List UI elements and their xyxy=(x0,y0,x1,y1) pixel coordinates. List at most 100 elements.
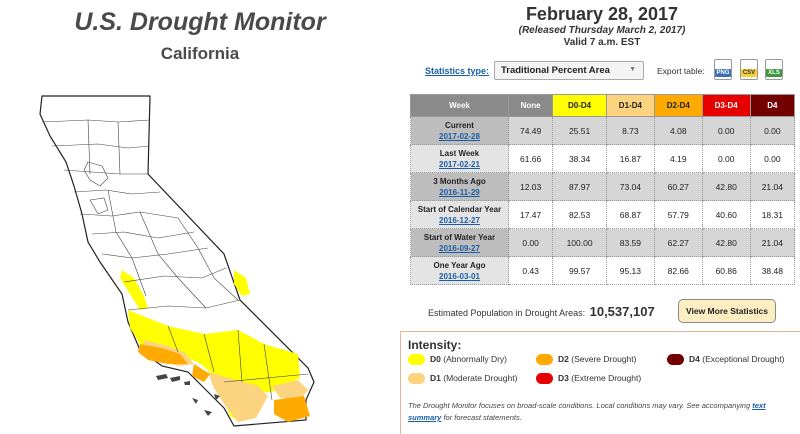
value-cell: 17.47 xyxy=(507,200,554,229)
legend-title: Intensity: xyxy=(408,338,462,352)
week-label: Last Week xyxy=(439,148,480,158)
value-cell: 38.48 xyxy=(749,256,796,285)
header-d1-d4: D1-D4 xyxy=(605,94,655,117)
table-row: Start of Calendar Year 2016-12-27 17.47 82.… xyxy=(410,200,796,229)
valid-time: Valid 7 a.m. EST xyxy=(563,37,641,48)
week-label: Current xyxy=(445,120,474,130)
value-cell: 99.57 xyxy=(552,256,607,285)
value-cell: 18.31 xyxy=(749,200,796,229)
statistics-type-select[interactable]: Traditional Percent Area ▼ xyxy=(494,61,644,80)
value-cell: 0.00 xyxy=(749,144,796,173)
value-cell: 25.51 xyxy=(552,116,607,145)
table-header-row: Week None D0-D4 D1-D4 D2-D4 D3-D4 D4 xyxy=(410,94,796,117)
text-summary-link[interactable]: text summary xyxy=(408,401,766,422)
value-cell: 61.66 xyxy=(507,144,554,173)
export-png-button[interactable]: PNG xyxy=(714,59,732,80)
week-cell: Start of Water Year 2016-09-27 xyxy=(410,228,509,257)
d0-swatch-icon xyxy=(408,354,425,366)
value-cell: 73.04 xyxy=(605,172,655,201)
legend-item-d1: D1 (Moderate Drought) xyxy=(408,373,517,385)
page-title: U.S. Drought Monitor xyxy=(74,8,326,36)
header-d3-d4: D3-D4 xyxy=(701,94,751,117)
legend-item-d4: D4 (Exceptional Drought) xyxy=(667,354,784,366)
value-cell: 82.66 xyxy=(653,256,703,285)
csv-file-icon: CSV xyxy=(741,69,757,77)
value-cell: 0.43 xyxy=(507,256,554,285)
report-date: February 28, 2017 xyxy=(525,4,679,24)
header-d2-d4: D2-D4 xyxy=(653,94,703,117)
table-row: Start of Water Year 2016-09-27 0.00 100.00 8… xyxy=(410,228,796,257)
d4-swatch-icon xyxy=(667,354,684,366)
population-label: Estimated Population in Drought Areas: xyxy=(428,308,586,318)
value-cell: 16.87 xyxy=(605,144,655,173)
d2-swatch-icon xyxy=(536,354,553,366)
value-cell: 40.60 xyxy=(701,200,751,229)
value-cell: 87.97 xyxy=(552,172,607,201)
value-cell: 0.00 xyxy=(701,144,751,173)
week-date-link[interactable]: 2017-02-28 xyxy=(439,131,480,141)
week-date-link[interactable]: 2016-12-27 xyxy=(439,215,480,225)
png-file-icon: PNG xyxy=(715,69,731,77)
value-cell: 95.13 xyxy=(605,256,655,285)
header-none: None xyxy=(507,94,554,117)
value-cell: 4.19 xyxy=(653,144,703,173)
value-cell: 57.79 xyxy=(653,200,703,229)
d3-swatch-icon xyxy=(536,373,553,385)
value-cell: 68.87 xyxy=(605,200,655,229)
week-date-link[interactable]: 2016-09-27 xyxy=(439,243,480,253)
week-label: 3 Months Ago xyxy=(433,176,486,186)
chevron-down-icon: ▼ xyxy=(629,66,636,73)
value-cell: 74.49 xyxy=(507,116,554,145)
value-cell: 8.73 xyxy=(605,116,655,145)
channel-islands xyxy=(156,374,220,416)
value-cell: 60.86 xyxy=(701,256,751,285)
d2-area xyxy=(138,344,310,422)
week-date-link[interactable]: 2017-02-21 xyxy=(439,159,480,169)
drought-statistics-table: Week None D0-D4 D1-D4 D2-D4 D3-D4 D4 Cur… xyxy=(410,94,796,285)
value-cell: 42.80 xyxy=(701,228,751,257)
region-title: California xyxy=(160,44,240,63)
statistics-type-value: Traditional Percent Area xyxy=(501,65,610,76)
week-date-link[interactable]: 2016-03-01 xyxy=(439,271,480,281)
population-value: 10,537,107 xyxy=(589,304,655,319)
value-cell: 0.00 xyxy=(507,228,554,257)
intensity-legend: Intensity: D0 (Abnormally Dry) D1 (Moder… xyxy=(400,331,800,434)
week-cell: Current 2017-02-28 xyxy=(410,116,509,145)
header-d0-d4: D0-D4 xyxy=(552,94,607,117)
week-cell: 3 Months Ago 2016-11-29 xyxy=(410,172,509,201)
value-cell: 100.00 xyxy=(552,228,607,257)
value-cell: 42.80 xyxy=(701,172,751,201)
xls-file-icon: XLS xyxy=(766,69,782,77)
county-lines xyxy=(41,119,309,401)
export-xls-button[interactable]: XLS xyxy=(765,59,783,80)
export-csv-button[interactable]: CSV xyxy=(740,59,758,80)
legend-item-d3: D3 (Extreme Drought) xyxy=(536,373,641,385)
value-cell: 0.00 xyxy=(749,116,796,145)
legend-item-d0: D0 (Abnormally Dry) xyxy=(408,354,507,366)
statistics-type-label[interactable]: Statistics type: xyxy=(425,66,490,76)
table-row: Current 2017-02-28 74.49 25.51 8.73 4.08 0.00 0… xyxy=(410,116,796,145)
d1-swatch-icon xyxy=(408,373,425,385)
week-label: Start of Water Year xyxy=(423,232,496,242)
value-cell: 83.59 xyxy=(605,228,655,257)
week-label: Start of Calendar Year xyxy=(417,204,502,214)
california-drought-map[interactable] xyxy=(28,82,373,432)
week-label: One Year Ago xyxy=(433,260,486,270)
value-cell: 0.00 xyxy=(701,116,751,145)
view-more-statistics-button[interactable]: View More Statistics xyxy=(678,299,776,323)
value-cell: 62.27 xyxy=(653,228,703,257)
release-date: (Released Thursday March 2, 2017) xyxy=(518,25,686,36)
week-cell: One Year Ago 2016-03-01 xyxy=(410,256,509,285)
value-cell: 12.03 xyxy=(507,172,554,201)
value-cell: 21.04 xyxy=(749,228,796,257)
export-table-label: Export table: xyxy=(657,66,705,76)
legend-item-d2: D2 (Severe Drought) xyxy=(536,354,636,366)
value-cell: 38.34 xyxy=(552,144,607,173)
legend-note: The Drought Monitor focuses on broad-sca… xyxy=(408,401,766,422)
table-row: Last Week 2017-02-21 61.66 38.34 16.87 4.19 0.… xyxy=(410,144,796,173)
value-cell: 60.27 xyxy=(653,172,703,201)
population-info: Estimated Population in Drought Areas: 1… xyxy=(428,304,655,319)
week-cell: Last Week 2017-02-21 xyxy=(410,144,509,173)
week-date-link[interactable]: 2016-11-29 xyxy=(439,187,480,197)
